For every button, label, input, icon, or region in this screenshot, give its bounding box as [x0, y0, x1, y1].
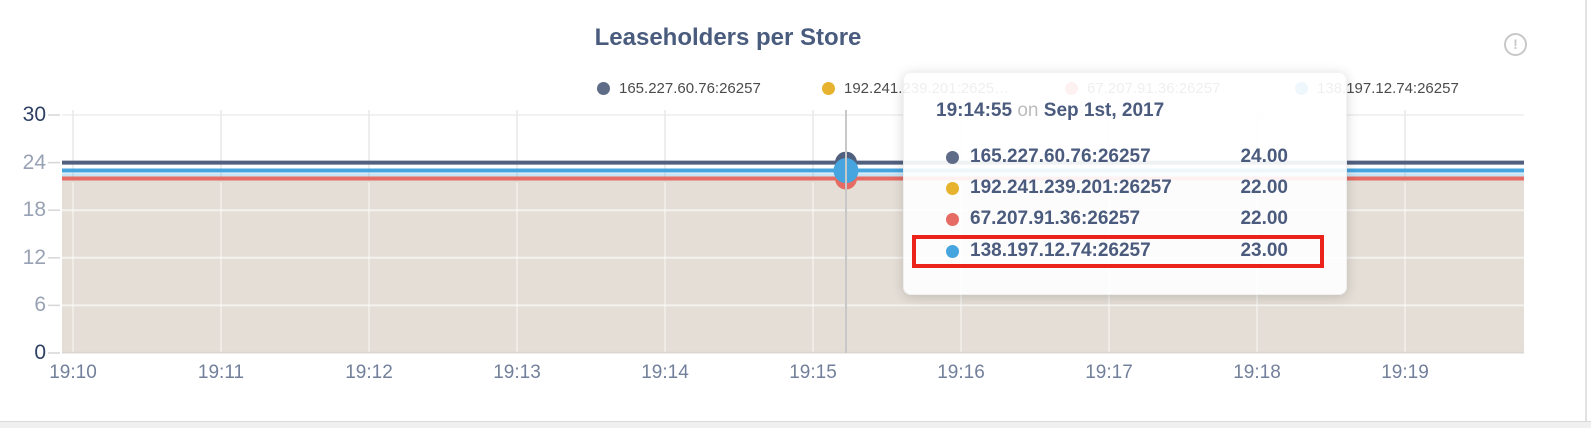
tooltip-time: 19:14:55: [936, 100, 1013, 121]
series-dot-icon: [946, 245, 959, 258]
x-tick-label: 19:16: [937, 362, 985, 383]
x-tick-label: 19:19: [1381, 362, 1429, 383]
tooltip-row: 165.227.60.76:26257 24.00: [904, 142, 1346, 173]
y-tick-label: 18: [22, 198, 46, 222]
x-tick-label: 19:17: [1085, 362, 1133, 383]
legend-dot-icon: [597, 82, 610, 95]
info-icon[interactable]: !: [1504, 33, 1527, 56]
legend-label: 138.197.12.74:26257: [1317, 80, 1459, 97]
legend-dot-icon: [822, 82, 835, 95]
x-tick-label: 19:13: [493, 362, 541, 383]
tooltip-series-name: 165.227.60.76:26257: [970, 146, 1151, 167]
tooltip-series-name: 67.207.91.36:26257: [970, 208, 1141, 229]
x-tick-label: 19:15: [789, 362, 837, 383]
tooltip-series-value: 24.00: [1240, 146, 1288, 167]
x-tick-label: 19:10: [49, 362, 97, 383]
x-tick-label: 19:11: [197, 362, 245, 383]
x-tick-label: 19:12: [345, 362, 393, 383]
tooltip-row: 67.207.91.36:26257 22.00: [904, 204, 1346, 235]
y-tick-label: 6: [34, 293, 46, 317]
page-bottom-bar: [0, 421, 1591, 428]
series-dot-icon: [946, 151, 959, 164]
y-tick-label: 12: [22, 245, 46, 269]
panel-right-border: [1585, 0, 1587, 421]
series-dot-icon: [946, 182, 959, 195]
tooltip-series-value: 22.00: [1240, 177, 1288, 198]
hover-tooltip: 19:14:55 on Sep 1st, 2017 165.227.60.76:…: [903, 72, 1347, 295]
info-icon-glyph: !: [1513, 36, 1518, 52]
legend-label: 165.227.60.76:26257: [619, 80, 761, 97]
x-tick-label: 19:14: [641, 362, 689, 383]
tooltip-row: 192.241.239.201:26257 22.00: [904, 173, 1346, 204]
tooltip-timestamp: 19:14:55 on Sep 1st, 2017: [936, 100, 1164, 122]
tooltip-series-value: 23.00: [1240, 240, 1288, 261]
y-tick-label: 0: [34, 341, 46, 364]
legend-item[interactable]: 165.227.60.76:26257: [597, 80, 761, 97]
tooltip-on-word: on: [1017, 100, 1039, 121]
chart-title: Leaseholders per Store: [594, 24, 862, 51]
tooltip-series-name: 192.241.239.201:26257: [970, 177, 1172, 198]
tooltip-row: 138.197.12.74:26257 23.00: [904, 236, 1346, 267]
y-tick-label: 24: [22, 150, 46, 174]
tooltip-date: Sep 1st, 2017: [1043, 100, 1165, 121]
series-dot-icon: [946, 213, 959, 226]
tooltip-series-value: 22.00: [1240, 208, 1288, 229]
y-tick-label: 30: [22, 103, 46, 126]
x-tick-label: 19:18: [1233, 362, 1281, 383]
tooltip-series-name: 138.197.12.74:26257: [970, 240, 1151, 261]
